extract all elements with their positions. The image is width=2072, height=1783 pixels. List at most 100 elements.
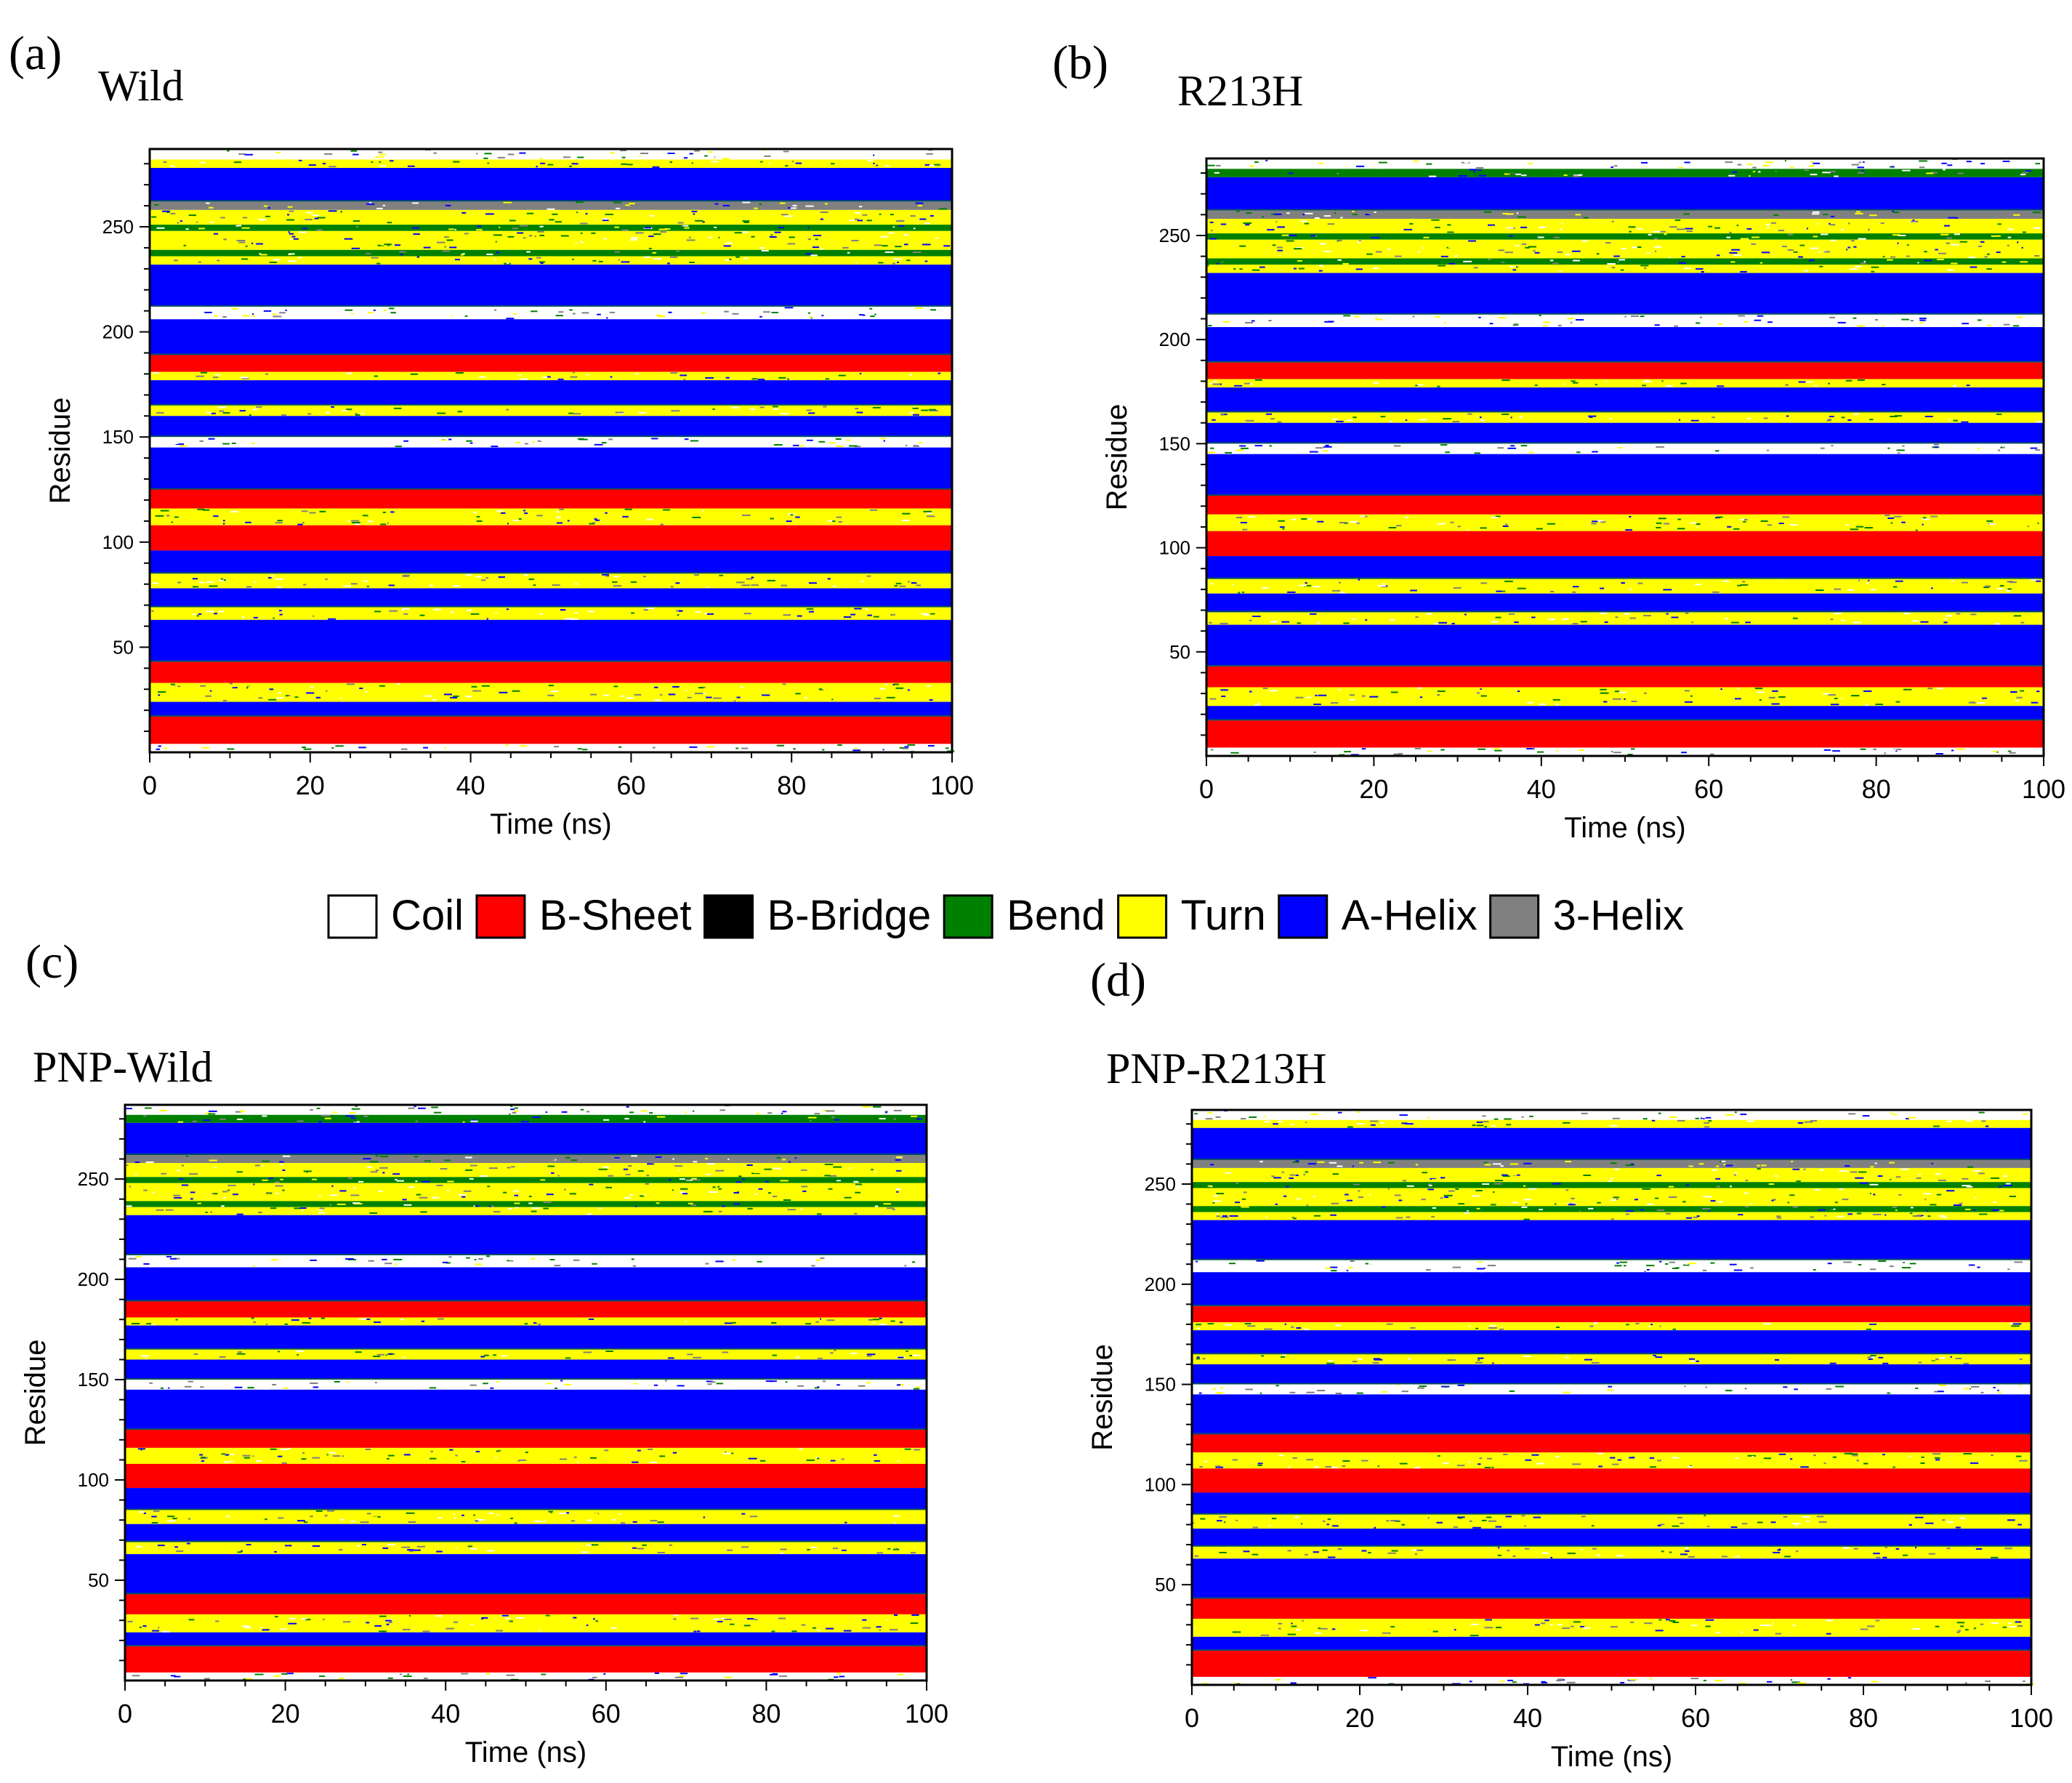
fluctuation-mark bbox=[1571, 380, 1576, 382]
fluctuation-mark bbox=[1610, 1457, 1616, 1459]
fluctuation-mark bbox=[496, 1630, 503, 1632]
band-edge bbox=[125, 1153, 927, 1155]
fluctuation-mark bbox=[1303, 584, 1312, 587]
fluctuation-mark bbox=[1946, 1547, 1951, 1550]
fluctuation-mark bbox=[1777, 1217, 1782, 1219]
fluctuation-mark bbox=[653, 233, 661, 236]
fluctuation-mark bbox=[1503, 1454, 1508, 1455]
fluctuation-mark bbox=[408, 1186, 414, 1188]
fluctuation-mark bbox=[201, 1457, 206, 1459]
fluctuation-mark bbox=[1827, 171, 1837, 172]
fluctuation-mark bbox=[1210, 1164, 1214, 1166]
fluctuation-mark bbox=[1744, 1176, 1749, 1178]
fluctuation-mark bbox=[1778, 1453, 1786, 1455]
fluctuation-mark bbox=[1194, 1555, 1199, 1557]
fluctuation-mark bbox=[374, 1625, 382, 1627]
fluctuation-mark bbox=[1600, 688, 1607, 691]
fluctuation-mark bbox=[275, 697, 284, 699]
y-axis-label: Residue bbox=[1101, 404, 1133, 511]
fluctuation-mark bbox=[1243, 1170, 1246, 1172]
fluctuation-mark bbox=[134, 1173, 137, 1175]
fluctuation-mark bbox=[812, 1627, 816, 1629]
fluctuation-mark bbox=[1759, 699, 1762, 701]
fluctuation-mark bbox=[1499, 1328, 1504, 1330]
fluctuation-mark bbox=[1341, 1262, 1347, 1264]
fluctuation-mark bbox=[1915, 228, 1922, 230]
band-edge bbox=[125, 1540, 927, 1542]
fluctuation-mark bbox=[618, 1510, 626, 1513]
band-edge bbox=[125, 1348, 927, 1350]
fluctuation-mark bbox=[441, 439, 447, 441]
fluctuation-mark bbox=[243, 1457, 250, 1459]
fluctuation-mark bbox=[188, 1380, 193, 1382]
fluctuation-mark bbox=[1273, 1123, 1278, 1125]
fluctuation-mark bbox=[806, 409, 812, 411]
fluctuation-mark bbox=[1451, 622, 1455, 624]
fluctuation-mark bbox=[660, 231, 666, 233]
fluctuation-mark bbox=[343, 1621, 351, 1623]
fluctuation-mark bbox=[174, 1196, 182, 1199]
fluctuation-mark bbox=[1824, 1215, 1827, 1217]
fluctuation-mark bbox=[1337, 1111, 1342, 1114]
fluctuation-mark bbox=[370, 1171, 378, 1173]
fluctuation-mark bbox=[1991, 1177, 1999, 1179]
fluctuation-mark bbox=[1552, 1183, 1561, 1185]
band-edge bbox=[150, 403, 952, 406]
fluctuation-mark bbox=[713, 697, 722, 699]
fluctuation-mark bbox=[236, 1353, 246, 1355]
fluctuation-mark bbox=[1415, 616, 1419, 618]
fluctuation-mark bbox=[399, 1673, 403, 1675]
fluctuation-mark bbox=[1572, 1463, 1581, 1465]
fluctuation-mark bbox=[1977, 702, 1986, 704]
fluctuation-mark bbox=[630, 699, 639, 701]
fluctuation-mark bbox=[669, 256, 678, 258]
fluctuation-mark bbox=[524, 1323, 528, 1325]
x-tick-label: 60 bbox=[1681, 1703, 1710, 1733]
fluctuation-mark bbox=[916, 1625, 924, 1627]
fluctuation-mark bbox=[1315, 694, 1318, 696]
fluctuation-mark bbox=[1748, 319, 1752, 321]
fluctuation-mark bbox=[656, 1116, 666, 1118]
fluctuation-mark bbox=[1723, 1164, 1726, 1166]
fluctuation-mark bbox=[831, 699, 834, 701]
fluctuation-mark bbox=[317, 576, 321, 578]
fluctuation-mark bbox=[808, 611, 814, 613]
fluctuation-mark bbox=[1261, 379, 1264, 382]
band-3-helix bbox=[125, 1154, 927, 1164]
band-a-helix bbox=[150, 168, 952, 202]
band-turn bbox=[125, 1614, 927, 1633]
fluctuation-mark bbox=[1611, 1174, 1619, 1176]
fluctuation-mark bbox=[1659, 1260, 1662, 1263]
fluctuation-mark bbox=[885, 1111, 887, 1114]
fluctuation-mark bbox=[1763, 417, 1768, 419]
fluctuation-mark bbox=[1928, 1553, 1935, 1555]
fluctuation-mark bbox=[639, 1202, 641, 1204]
fluctuation-mark bbox=[898, 1356, 904, 1359]
fluctuation-mark bbox=[548, 1184, 556, 1186]
fluctuation-mark bbox=[1539, 315, 1541, 317]
fluctuation-mark bbox=[285, 309, 287, 311]
fluctuation-mark bbox=[1757, 1164, 1760, 1167]
fluctuation-mark bbox=[1287, 1633, 1296, 1635]
fluctuation-mark bbox=[1663, 523, 1670, 525]
fluctuation-mark bbox=[1534, 1526, 1543, 1527]
fluctuation-mark bbox=[424, 695, 432, 697]
fluctuation-mark bbox=[1584, 1359, 1592, 1361]
fluctuation-mark bbox=[1887, 1120, 1896, 1122]
fluctuation-mark bbox=[1694, 584, 1702, 585]
fluctuation-mark bbox=[1216, 265, 1221, 267]
fluctuation-mark bbox=[1922, 523, 1924, 526]
fluctuation-mark bbox=[470, 613, 480, 615]
fluctuation-mark bbox=[1925, 1522, 1934, 1524]
fluctuation-mark bbox=[257, 250, 262, 252]
fluctuation-mark bbox=[1751, 270, 1759, 272]
fluctuation-mark bbox=[838, 374, 846, 377]
fluctuation-mark bbox=[252, 1455, 254, 1457]
fluctuation-mark bbox=[1681, 213, 1685, 215]
band-a-helix bbox=[1192, 1272, 2031, 1307]
fluctuation-mark bbox=[1371, 236, 1380, 238]
fluctuation-mark bbox=[1497, 447, 1504, 449]
fluctuation-mark bbox=[605, 214, 613, 215]
fluctuation-mark bbox=[1759, 262, 1762, 264]
fluctuation-mark bbox=[618, 1546, 626, 1548]
